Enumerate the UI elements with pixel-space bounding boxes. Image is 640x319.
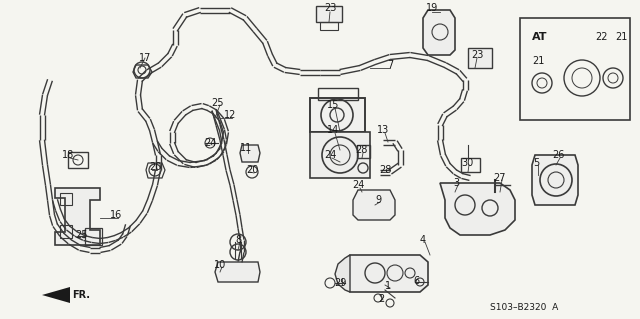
Text: 20: 20 (246, 165, 258, 175)
Bar (468, 48, 492, 68)
Polygon shape (55, 188, 100, 245)
Text: 28: 28 (379, 165, 391, 175)
Text: 17: 17 (139, 53, 151, 63)
Text: 8: 8 (235, 235, 241, 245)
Text: 9: 9 (375, 195, 381, 205)
Text: 24: 24 (204, 138, 216, 148)
Text: 25: 25 (212, 98, 224, 108)
Bar (318, 88, 358, 100)
Bar (357, 145, 370, 158)
Text: 26: 26 (552, 150, 564, 160)
Text: 20: 20 (149, 162, 161, 172)
Text: 16: 16 (110, 210, 122, 220)
Text: 13: 13 (377, 125, 389, 135)
Text: 19: 19 (426, 3, 438, 13)
Polygon shape (353, 190, 395, 220)
Text: 24: 24 (352, 180, 364, 190)
Text: 23: 23 (471, 50, 483, 60)
Polygon shape (335, 255, 350, 292)
Text: 15: 15 (327, 100, 339, 110)
Text: 27: 27 (493, 173, 506, 183)
Text: 29: 29 (334, 278, 346, 288)
Text: 5: 5 (533, 158, 539, 168)
Polygon shape (342, 255, 428, 292)
Text: 23: 23 (324, 3, 336, 13)
Polygon shape (423, 10, 455, 55)
Text: 21: 21 (532, 56, 545, 66)
Text: FR.: FR. (72, 290, 90, 300)
Bar (320, 22, 338, 30)
Polygon shape (42, 287, 70, 303)
Text: 22: 22 (595, 32, 607, 42)
Bar (310, 132, 370, 178)
Text: 11: 11 (240, 143, 252, 153)
Text: 24: 24 (324, 150, 336, 160)
Bar (68, 152, 88, 168)
Bar (85, 228, 102, 245)
Polygon shape (440, 183, 515, 235)
Text: AT: AT (532, 32, 547, 42)
Text: 6: 6 (413, 276, 419, 286)
Bar (60, 225, 72, 238)
Polygon shape (532, 155, 578, 205)
Text: 2: 2 (378, 294, 384, 304)
Text: 21: 21 (615, 32, 627, 42)
Text: 30: 30 (461, 158, 473, 168)
Bar (461, 158, 480, 172)
Text: 12: 12 (224, 110, 236, 120)
Polygon shape (215, 262, 260, 282)
Bar (310, 98, 365, 132)
Text: 18: 18 (62, 150, 74, 160)
Text: 10: 10 (214, 260, 226, 270)
Text: 28: 28 (355, 145, 367, 155)
Polygon shape (240, 145, 260, 162)
Text: 14: 14 (327, 125, 339, 135)
Text: 7: 7 (387, 60, 393, 70)
Text: 4: 4 (420, 235, 426, 245)
Text: S103–B2320  A: S103–B2320 A (490, 303, 558, 313)
Bar (520, 18, 630, 120)
Bar (310, 98, 365, 132)
Bar (316, 6, 342, 22)
Bar (60, 193, 72, 205)
Text: 25: 25 (76, 230, 88, 240)
Text: 1: 1 (385, 281, 391, 291)
Text: 3: 3 (453, 178, 459, 188)
